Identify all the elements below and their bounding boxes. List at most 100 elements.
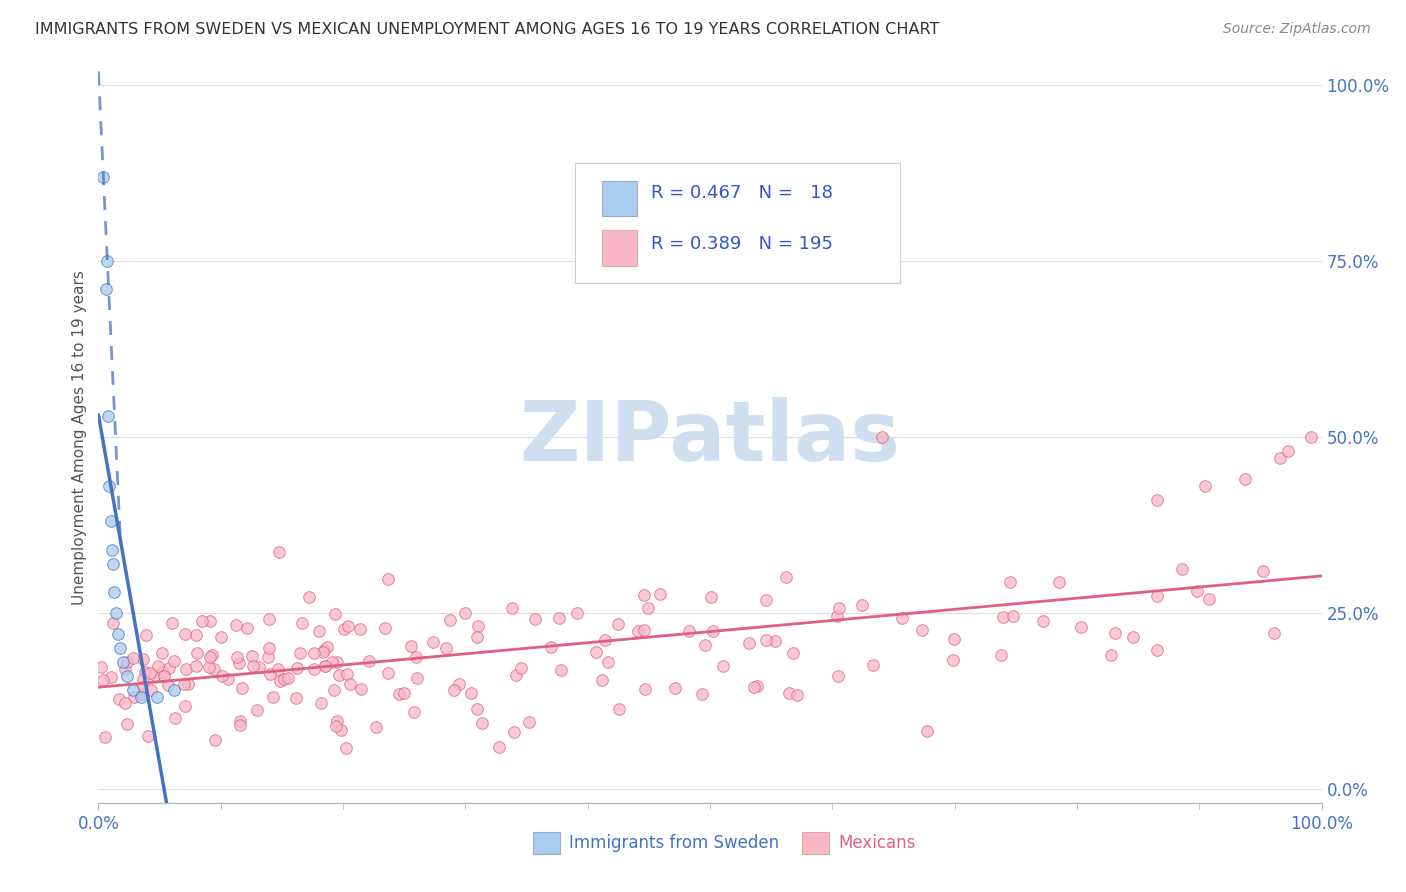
Point xyxy=(467,619,489,633)
Point xyxy=(284,690,307,705)
Point xyxy=(1070,620,1092,634)
Point xyxy=(501,600,523,615)
Point xyxy=(678,624,700,639)
Point xyxy=(314,659,336,673)
Point xyxy=(163,654,186,668)
Point xyxy=(308,624,330,639)
Point xyxy=(309,696,332,710)
Point xyxy=(471,716,494,731)
Point xyxy=(634,681,657,696)
Point xyxy=(745,679,768,693)
Point xyxy=(915,723,938,738)
Point xyxy=(637,600,659,615)
Point xyxy=(329,723,352,737)
Point xyxy=(129,690,152,705)
Point xyxy=(225,618,247,632)
Point xyxy=(404,705,426,719)
Point xyxy=(1122,630,1144,644)
Point xyxy=(633,588,655,602)
Point xyxy=(114,696,136,710)
Point xyxy=(550,663,572,677)
Text: Source: ZipAtlas.com: Source: ZipAtlas.com xyxy=(1223,22,1371,37)
Point xyxy=(488,739,510,754)
Point xyxy=(1194,479,1216,493)
Point xyxy=(548,611,571,625)
Point xyxy=(98,479,121,493)
Text: Mexicans: Mexicans xyxy=(838,834,915,852)
Point xyxy=(204,733,226,747)
Point xyxy=(755,593,778,607)
Point xyxy=(1104,626,1126,640)
Point xyxy=(186,628,208,642)
Point xyxy=(134,665,156,679)
Point xyxy=(136,729,159,743)
Point xyxy=(755,633,778,648)
Point xyxy=(266,662,288,676)
Point xyxy=(648,586,671,600)
Point xyxy=(335,666,357,681)
Point xyxy=(97,409,120,423)
Point xyxy=(200,649,222,664)
Point xyxy=(392,685,415,699)
Point xyxy=(143,667,166,681)
Point xyxy=(911,623,934,637)
Point xyxy=(439,613,461,627)
Point xyxy=(825,608,848,623)
Text: R = 0.467   N =   18: R = 0.467 N = 18 xyxy=(651,185,834,202)
FancyBboxPatch shape xyxy=(575,163,900,284)
Point xyxy=(100,515,122,529)
Point xyxy=(862,657,884,672)
Point xyxy=(744,680,766,694)
Point xyxy=(285,661,308,675)
Point xyxy=(298,591,321,605)
Point xyxy=(132,680,155,694)
Point xyxy=(131,687,153,701)
Point xyxy=(163,711,186,725)
Point xyxy=(593,633,616,648)
Point xyxy=(405,649,427,664)
Point xyxy=(1146,589,1168,603)
Point xyxy=(200,615,222,629)
Point xyxy=(325,719,347,733)
Point xyxy=(323,682,346,697)
Point xyxy=(242,659,264,673)
Point xyxy=(332,622,354,636)
Point xyxy=(509,661,531,675)
Point xyxy=(157,661,180,675)
Point xyxy=(778,686,800,700)
Point xyxy=(567,606,589,620)
Point xyxy=(1099,648,1122,663)
Point xyxy=(156,678,179,692)
Point xyxy=(711,658,734,673)
Point xyxy=(763,633,786,648)
Point xyxy=(465,630,488,644)
FancyBboxPatch shape xyxy=(801,832,828,854)
Point xyxy=(454,607,477,621)
Point xyxy=(150,646,173,660)
Point xyxy=(273,672,295,686)
Point xyxy=(373,621,395,635)
Text: ZIPatlas: ZIPatlas xyxy=(520,397,900,477)
Point xyxy=(259,666,281,681)
Point xyxy=(1198,591,1220,606)
Point xyxy=(460,686,482,700)
Point xyxy=(246,703,269,717)
Point xyxy=(114,662,136,676)
Text: R = 0.389   N = 195: R = 0.389 N = 195 xyxy=(651,235,834,253)
Point xyxy=(267,545,290,559)
Point xyxy=(94,282,117,296)
Point xyxy=(827,669,849,683)
Point xyxy=(523,611,546,625)
Point xyxy=(100,670,122,684)
Point xyxy=(1170,561,1192,575)
Point xyxy=(1047,575,1070,590)
Point xyxy=(139,683,162,698)
Point xyxy=(211,669,233,683)
Y-axis label: Unemployment Among Ages 16 to 19 years: Unemployment Among Ages 16 to 19 years xyxy=(72,269,87,605)
Point xyxy=(1277,444,1299,458)
Point xyxy=(607,617,630,632)
Point xyxy=(993,610,1015,624)
Point xyxy=(231,681,253,695)
Point xyxy=(377,666,399,681)
Point xyxy=(117,717,139,731)
